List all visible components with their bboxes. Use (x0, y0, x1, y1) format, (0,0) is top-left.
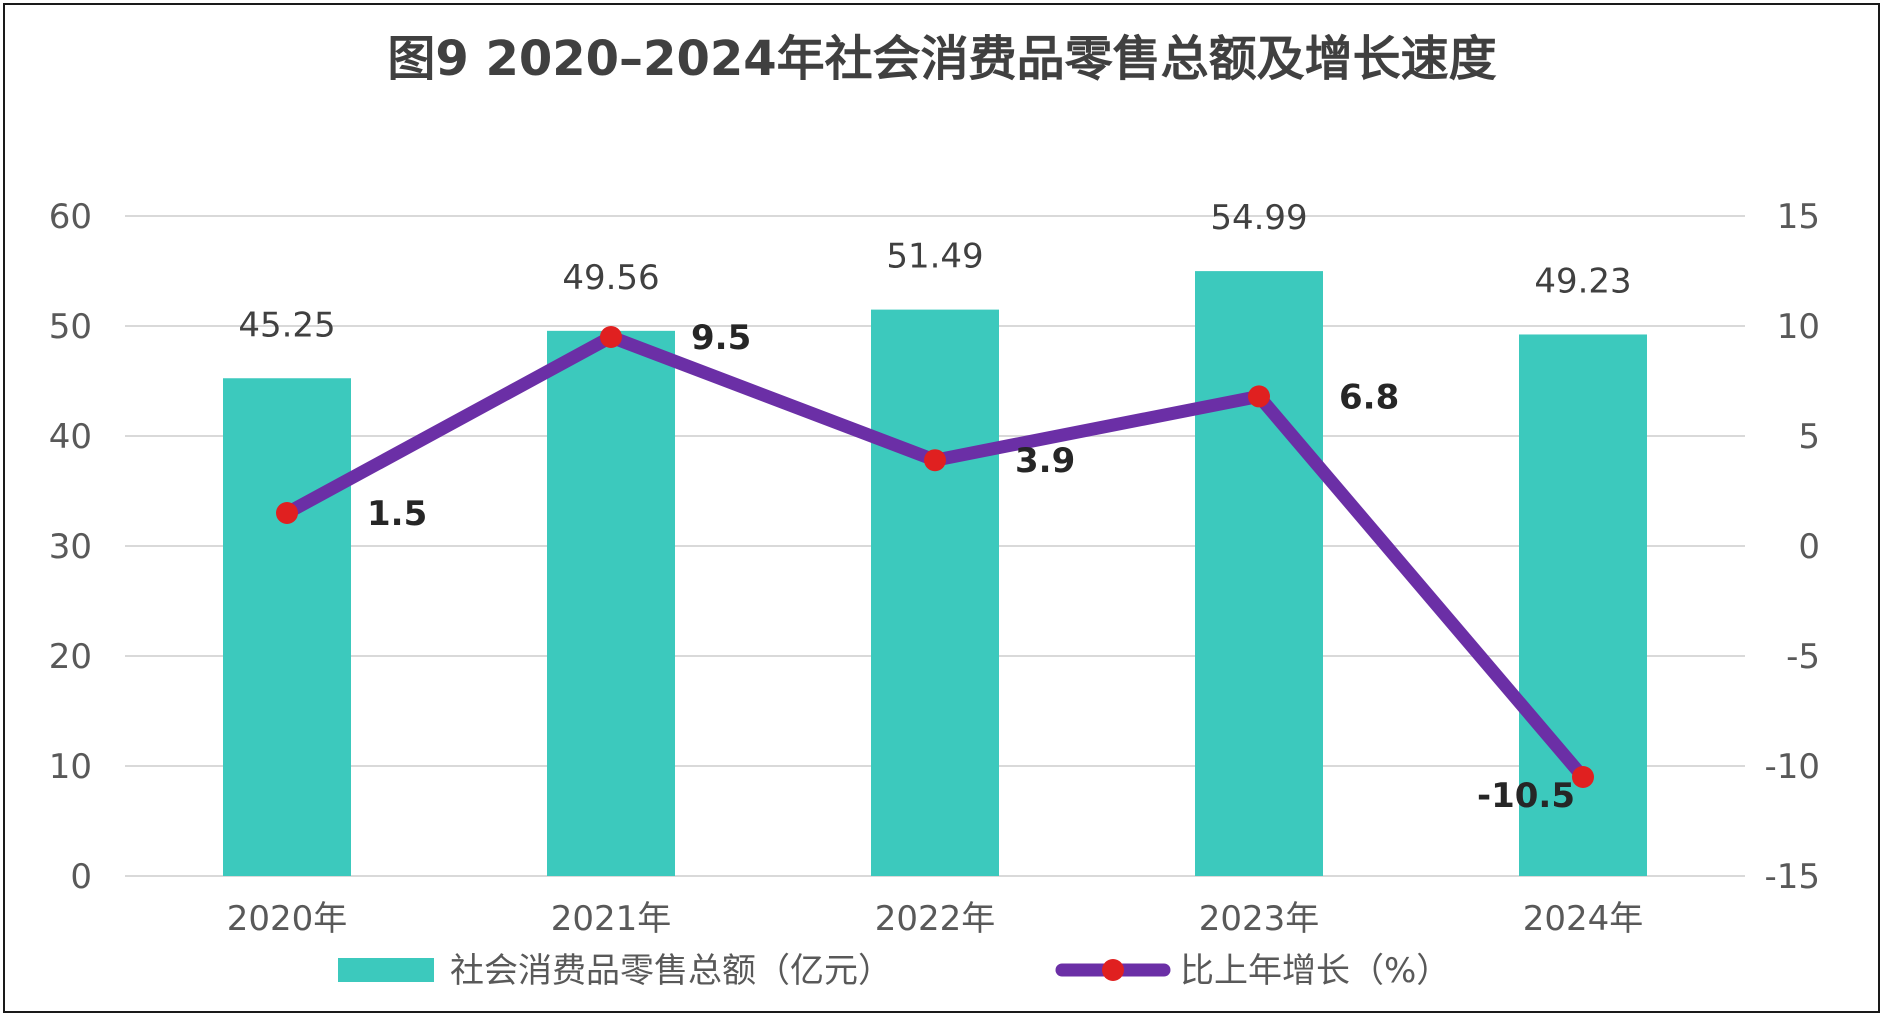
bar-value-label: 49.56 (562, 258, 659, 298)
bar (871, 309, 999, 876)
left-tick-label: 50 (49, 307, 92, 347)
x-tick-label: 2022年 (875, 899, 996, 939)
right-axis-ticks: -15 -10 -5 0 5 10 15 (1764, 197, 1820, 897)
bar (547, 330, 675, 877)
line-value-label: 1.5 (367, 494, 427, 534)
bar-value-label: 45.25 (238, 305, 335, 345)
left-tick-label: 40 (49, 417, 92, 457)
left-tick-label: 30 (49, 527, 92, 567)
right-tick-label: -15 (1764, 857, 1820, 897)
line-value-label: 6.8 (1339, 377, 1399, 417)
bar-value-label: 49.23 (1534, 261, 1631, 301)
line-marker (924, 449, 946, 472)
left-tick-label: 60 (49, 197, 92, 237)
right-tick-label: -10 (1764, 747, 1820, 787)
bar (1195, 271, 1323, 876)
right-tick-label: 0 (1798, 527, 1820, 567)
bar-value-label: 51.49 (886, 237, 983, 277)
line-data-labels: 1.5 9.5 3.9 6.8 -10.5 (367, 318, 1575, 816)
x-axis-ticks: 2020年 2021年 2022年 2023年 2024年 (227, 899, 1644, 939)
right-tick-label: 5 (1798, 417, 1820, 457)
bar (223, 378, 351, 876)
x-tick-label: 2020年 (227, 899, 348, 939)
line-marker (1572, 766, 1594, 788)
left-axis-ticks: 0 10 20 30 40 50 60 (49, 197, 92, 897)
line-value-label: 3.9 (1015, 441, 1075, 481)
legend-line-marker (1102, 959, 1124, 981)
x-tick-label: 2023年 (1199, 899, 1320, 939)
legend-bar-swatch (338, 958, 434, 982)
right-tick-label: 10 (1777, 307, 1820, 347)
line-marker (276, 502, 298, 524)
line-marker (1248, 385, 1270, 408)
left-tick-label: 0 (70, 857, 92, 897)
legend-line-label: 比上年增长（%） (1180, 951, 1450, 991)
bar-series (223, 271, 1647, 877)
chart-frame (3, 3, 1880, 1013)
bar-value-label: 54.99 (1210, 198, 1307, 238)
right-tick-label: 15 (1777, 197, 1820, 237)
right-tick-label: -5 (1786, 637, 1820, 677)
legend: 社会消费品零售总额（亿元） 比上年增长（%） (338, 951, 1450, 991)
line-marker (600, 326, 622, 348)
left-tick-label: 20 (49, 637, 92, 677)
x-tick-label: 2021年 (551, 899, 672, 939)
bar-data-labels: 45.25 49.56 51.49 54.99 49.23 (238, 198, 1631, 345)
left-tick-label: 10 (49, 747, 92, 787)
x-tick-label: 2024年 (1523, 899, 1644, 939)
chart-title: 图9 2020–2024年社会消费品零售总额及增长速度 (387, 31, 1496, 87)
legend-bar-label: 社会消费品零售总额（亿元） (450, 951, 892, 991)
line-value-label: 9.5 (691, 318, 751, 358)
line-value-label: -10.5 (1477, 776, 1575, 816)
line-series (276, 326, 1594, 788)
